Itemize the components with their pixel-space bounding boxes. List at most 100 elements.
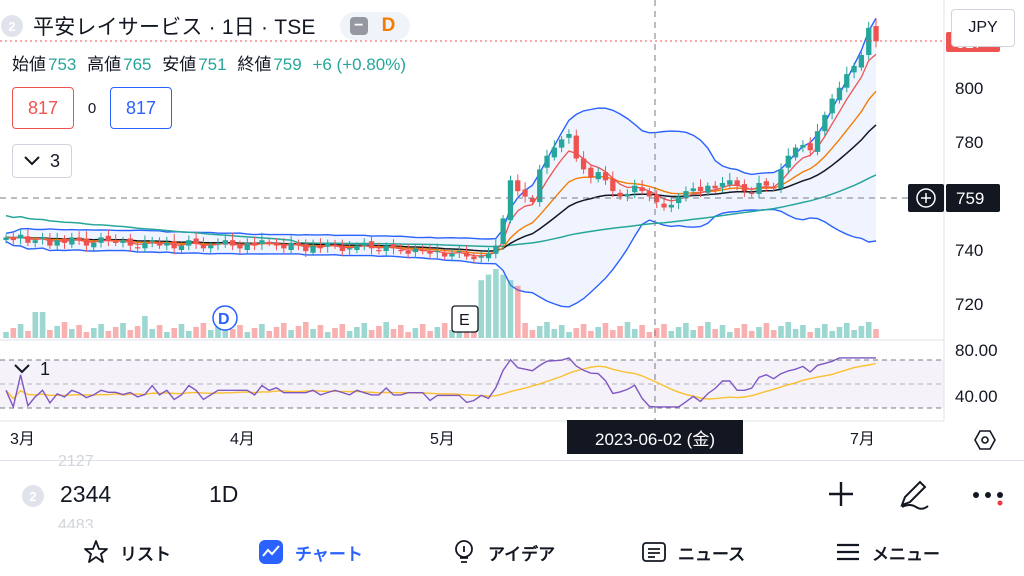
candle-body [193, 238, 199, 243]
volume-bar [237, 325, 243, 338]
candle [559, 136, 565, 153]
candle-body [639, 187, 645, 192]
rsi-ma-line [5, 362, 877, 400]
news-icon [642, 542, 666, 562]
crosshair-price-tag [946, 184, 1000, 212]
volume-bar [536, 326, 543, 338]
dividend-marker-label: D [218, 311, 230, 328]
candle [25, 229, 31, 247]
candle [851, 62, 857, 79]
symbol-title[interactable]: 平安レイサービス · 1日 · TSE [33, 16, 316, 39]
candle-body [522, 189, 528, 197]
candle-body [610, 178, 616, 192]
volume-bar [98, 324, 104, 338]
volume-bar [814, 328, 821, 338]
candle-body [573, 135, 579, 159]
volume-bar [705, 322, 711, 338]
candle-body [792, 147, 799, 158]
candle-body [281, 244, 287, 249]
prev-symbol-ghost: 2127 [58, 453, 94, 470]
candle [449, 249, 455, 262]
candle-body [588, 167, 594, 178]
volume-bar [478, 280, 484, 338]
candle-body [332, 244, 338, 246]
candle [47, 233, 53, 249]
nav-item-list[interactable]: リスト [82, 528, 171, 576]
candle [76, 231, 82, 245]
timeframe-button[interactable]: 1D [209, 481, 239, 507]
candle-body [259, 240, 265, 244]
volume-bar [295, 326, 302, 338]
candle-body [105, 235, 111, 241]
candle-body [624, 193, 631, 197]
indicators-collapse-button[interactable]: 3 [12, 144, 72, 178]
chart-settings-button[interactable] [970, 425, 1000, 455]
symbol-header[interactable]: 2 平安レイサービス · 1日 · TSE − D [0, 8, 410, 44]
candle-body [295, 242, 302, 246]
candle-body [171, 241, 177, 249]
volume-bar [266, 331, 272, 338]
candle-body [91, 242, 97, 248]
price-chart[interactable]: 800 780 740 720 817 759 80.00 40.00 3月 4… [0, 0, 1024, 460]
volume-bar [193, 327, 199, 338]
candle [683, 186, 689, 202]
candle [412, 245, 419, 259]
volume-bar [485, 274, 492, 338]
pen-icon[interactable] [896, 477, 930, 511]
menu-icon [837, 543, 859, 561]
nav-item-ideas[interactable]: アイデア [450, 528, 555, 576]
bottom-nav: リスト チャート アイデア ニュース メニュー [0, 528, 1024, 576]
nav-item-chart[interactable]: チャート [257, 528, 363, 576]
sell-button[interactable]: 817 [12, 87, 74, 129]
volume-bar [727, 332, 733, 338]
candle [427, 245, 433, 259]
candle [61, 235, 68, 249]
volume-bar [595, 327, 601, 338]
candle-body [303, 244, 309, 252]
candle-body [383, 245, 389, 251]
volume-bar [412, 328, 419, 338]
volume-bar [83, 332, 90, 338]
candle-body [661, 203, 667, 208]
volume-bar [3, 332, 9, 338]
candle [215, 238, 221, 250]
candle-body [405, 251, 411, 254]
volume-bar [376, 326, 382, 338]
earnings-marker[interactable] [451, 305, 479, 333]
candle-body [135, 247, 141, 249]
candle [251, 236, 258, 251]
candle-body [836, 87, 843, 101]
volume-bar [851, 330, 857, 338]
nav-item-menu[interactable]: メニュー [834, 528, 940, 576]
rsi-collapse-button[interactable]: 1 [14, 354, 70, 384]
volume-bar [368, 330, 375, 338]
ma-mid-line [5, 90, 877, 255]
symbol-code[interactable]: 2344 [60, 481, 112, 507]
volume-bar [76, 325, 82, 338]
volume-bars [3, 269, 879, 338]
candle-body [127, 238, 133, 246]
candle-body [749, 192, 755, 194]
buy-button[interactable]: 817 [110, 87, 172, 129]
plus-icon[interactable] [826, 479, 856, 509]
candle-body [251, 242, 258, 246]
dividend-marker[interactable] [212, 305, 238, 331]
more-dots-icon[interactable] [970, 483, 1006, 507]
volume-bar [215, 326, 221, 338]
market-status-pill[interactable]: − D [339, 12, 410, 40]
volume-bar [32, 312, 39, 338]
candle [361, 238, 367, 251]
volume-bar [697, 326, 704, 338]
candle-body [230, 240, 236, 246]
candle [149, 236, 155, 248]
candle-body [178, 245, 185, 250]
candle [573, 129, 579, 162]
candle [522, 182, 528, 203]
volume-bar [142, 316, 148, 338]
candle-body [456, 251, 462, 253]
candle [91, 239, 97, 251]
currency-button[interactable]: JPY [951, 9, 1015, 47]
nav-item-news[interactable]: ニュース [640, 528, 745, 576]
candle [485, 247, 492, 262]
